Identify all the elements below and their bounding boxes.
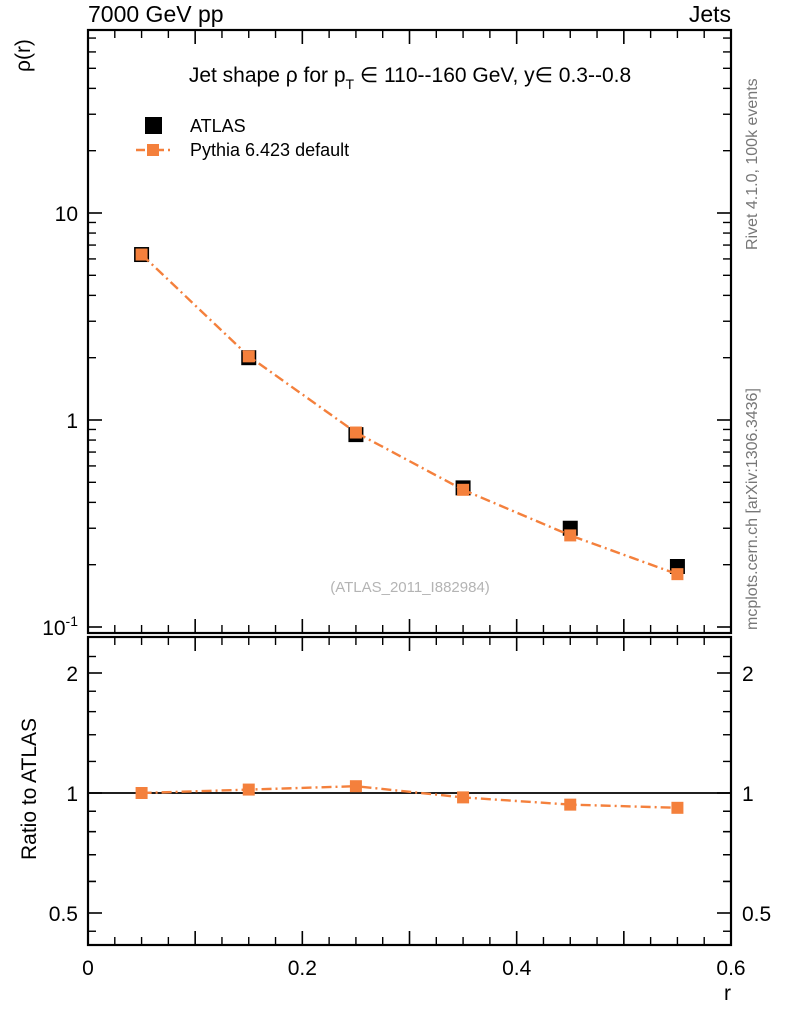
- legend: ATLAS Pythia 6.423 default: [136, 116, 349, 160]
- ratio-y-tick-labels: 2 2 1 1 0.5 0.5: [49, 663, 771, 926]
- main-data-marker: [564, 529, 577, 542]
- main-data-marker: [671, 568, 684, 581]
- main-data-marker: [135, 248, 148, 261]
- x-tick-label: 0.6: [716, 957, 745, 980]
- ratio-y-axis-label: Ratio to ATLAS: [18, 718, 41, 860]
- main-data-series: [134, 247, 685, 581]
- ratio-y-tick-label-left: 0.5: [49, 903, 78, 926]
- main-y-tick-label: 1: [66, 410, 78, 433]
- side-label-rivet: Rivet 4.1.0, 100k events: [744, 78, 761, 250]
- x-tick-label: 0.4: [502, 957, 532, 980]
- header-left-label: 7000 GeV pp: [88, 1, 224, 27]
- main-data-marker: [457, 483, 470, 496]
- legend-label-pythia: Pythia 6.423 default: [190, 140, 349, 160]
- legend-marker-atlas: [145, 117, 162, 134]
- ratio-data-marker: [135, 787, 148, 799]
- legend-marker-pythia: [136, 144, 172, 156]
- ratio-data-marker: [671, 801, 684, 814]
- main-data-marker: [242, 350, 255, 363]
- x-tick-labels: 0 0.2 0.4 0.6: [82, 957, 745, 980]
- analysis-watermark: (ATLAS_2011_I882984): [330, 579, 490, 596]
- x-tick-label: 0.2: [288, 957, 317, 980]
- ratio-series-line: [141, 784, 678, 809]
- ratio-data-series: [135, 780, 684, 814]
- main-axis-ticks: [87, 30, 732, 633]
- ratio-y-tick-label-left: 2: [66, 663, 78, 686]
- ratio-data-marker: [457, 791, 470, 804]
- x-tick-label: 0: [82, 957, 94, 980]
- plot-title: Jet shape ρ for pT ∈ 110--160 GeV, y∈ 0.…: [189, 64, 631, 92]
- ratio-y-tick-label-right: 2: [742, 663, 754, 686]
- legend-square-pythia: [147, 144, 159, 156]
- ratio-y-tick-label-right: 1: [742, 783, 754, 806]
- ratio-axis-ticks: [87, 637, 732, 945]
- ratio-data-marker: [349, 780, 362, 793]
- side-label-mcplots: mcplots.cern.ch [arXiv:1306.3436]: [744, 388, 761, 630]
- main-y-tick-label: 10-1: [42, 613, 78, 640]
- header-right-label: Jets: [689, 1, 731, 27]
- x-axis-label: r: [724, 982, 731, 1005]
- ratio-y-tick-label-right: 0.5: [742, 903, 771, 926]
- main-data-marker: [349, 426, 362, 439]
- legend-label-atlas: ATLAS: [190, 116, 246, 136]
- ratio-data-marker: [242, 783, 255, 796]
- ratio-data-marker: [564, 798, 577, 811]
- ratio-y-tick-label-left: 1: [66, 783, 78, 806]
- main-y-axis-label: ρ(r): [12, 39, 35, 72]
- main-panel-frame: [86, 28, 733, 635]
- main-y-tick-label: 10: [55, 203, 78, 226]
- main-y-tick-labels: 10 1 10-1: [42, 203, 78, 640]
- main-series-line: [140, 253, 678, 576]
